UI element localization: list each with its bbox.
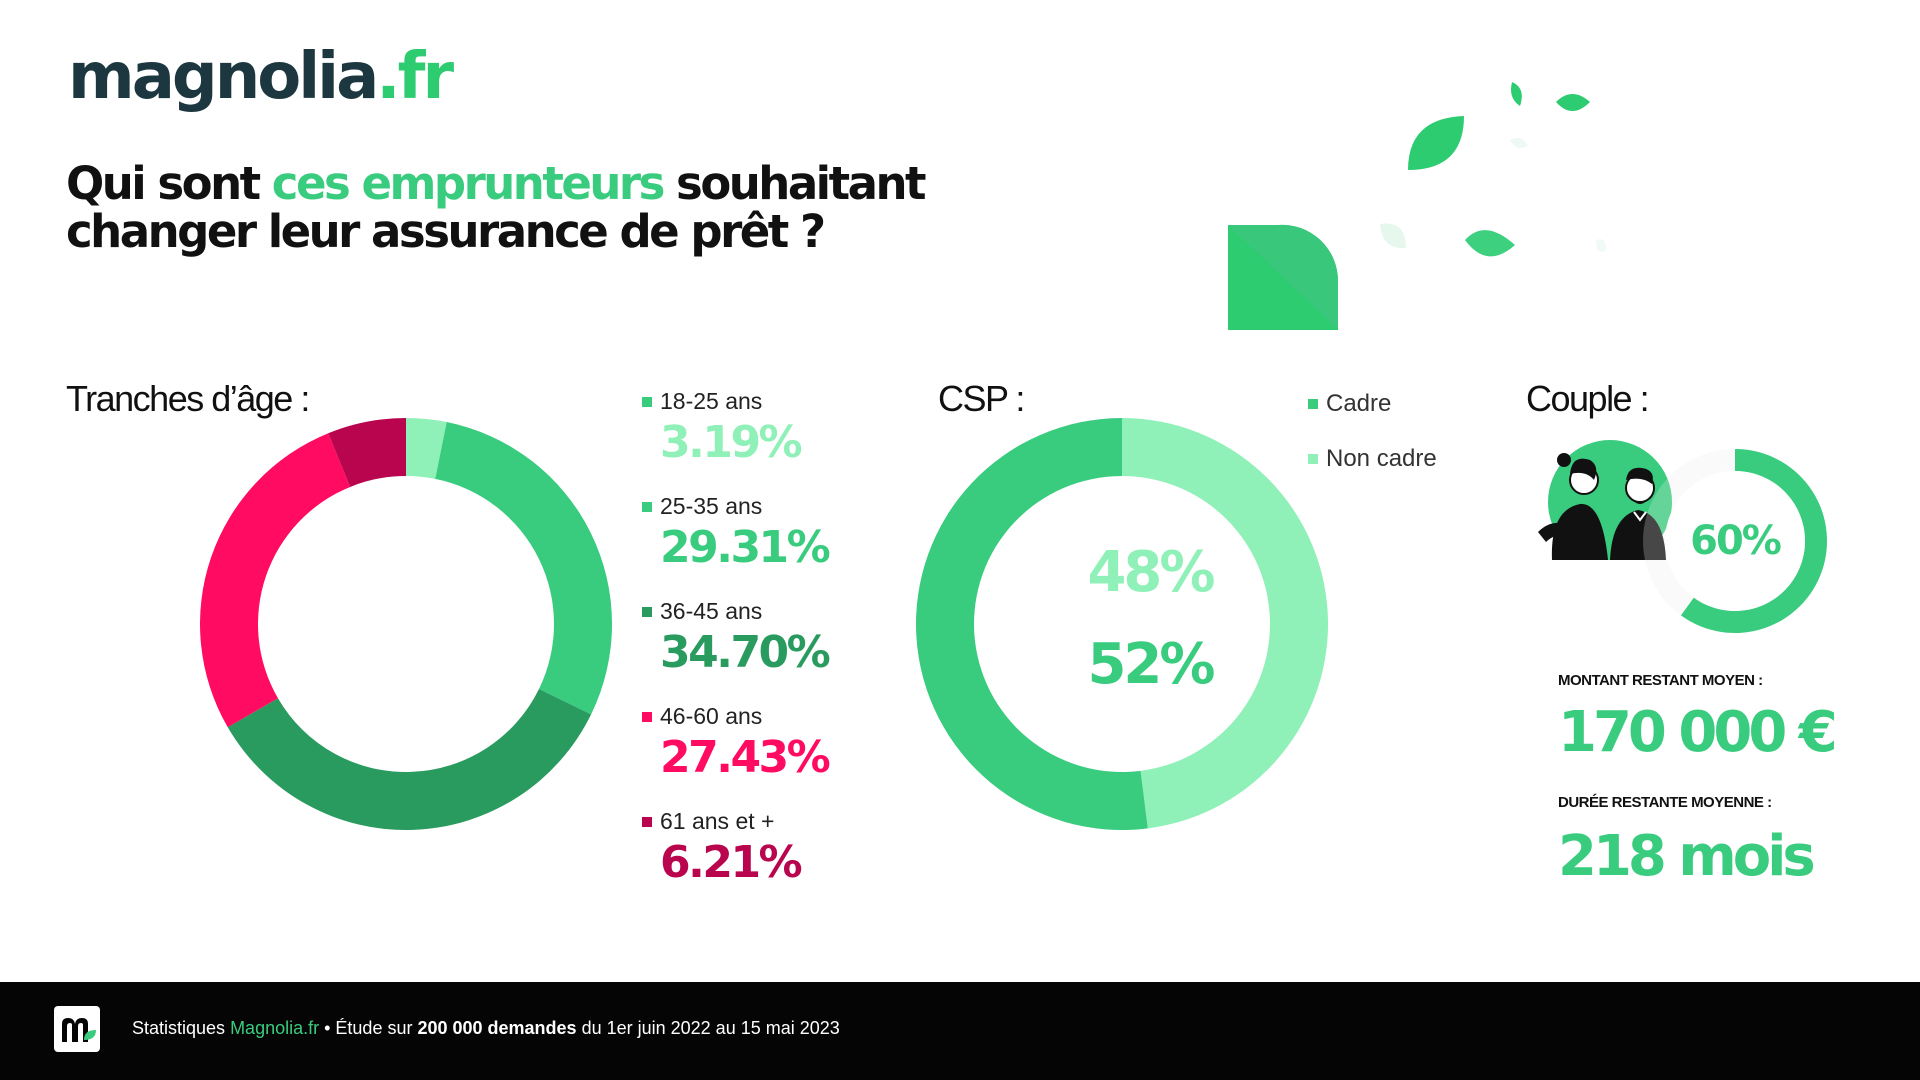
legend-swatch: [642, 816, 652, 827]
data-label: 3.19%: [660, 417, 803, 468]
legend-label: Cadre: [1326, 390, 1392, 417]
csp-center-labels: 48% 52%: [1050, 540, 1250, 724]
montant-value: 170 000 €: [1558, 700, 1838, 765]
couple-progress-ring: [1643, 449, 1828, 633]
data-label-non-cadre: 48%: [1087, 540, 1215, 605]
couple-section-title: Couple :: [1526, 378, 1650, 419]
legend-label: 36-45 ans: [660, 598, 763, 624]
couple-illustration: [1538, 440, 1672, 560]
data-label-cadre: 52%: [1087, 632, 1215, 697]
csp-section-title: CSP :: [938, 378, 1025, 419]
ring-center: [1665, 471, 1805, 611]
ring-progress-couple: [1680, 449, 1827, 633]
title-highlight: ces emprunteurs: [271, 157, 666, 210]
leaf-icon: [1465, 230, 1515, 257]
leaf-icon: [1380, 223, 1406, 249]
logo-tld: .fr: [376, 40, 454, 114]
donut-slice-36-45: [227, 688, 592, 830]
legend-item-46-60: 46-60 ans 27.43%: [642, 703, 922, 808]
data-label: 34.70%: [660, 627, 831, 678]
footer-brand: Magnolia.fr: [230, 1018, 320, 1038]
leaf-icon: [1556, 94, 1590, 111]
page-title: Qui sont ces emprunteurs souhaitant chan…: [66, 160, 966, 256]
footer-bold: 200 000 demandes: [417, 1018, 577, 1038]
legend-label: 46-60 ans: [660, 703, 763, 729]
legend-item-18-25: 18-25 ans 3.19%: [642, 388, 922, 493]
legend-item-36-45: 36-45 ans 34.70%: [642, 598, 922, 703]
legend-label: 25-35 ans: [660, 493, 763, 519]
legend-swatch: [642, 606, 652, 617]
donut-slice-46-60: [200, 433, 351, 728]
duree-label: DURÉE RESTANTE MOYENNE :: [1558, 794, 1772, 811]
data-label: 29.31%: [660, 522, 831, 573]
donut-slice-25-35: [435, 422, 612, 715]
couple-percentage: 60%: [1690, 518, 1782, 564]
leaf-icon: [1596, 239, 1606, 252]
legend-item-25-35: 25-35 ans 29.31%: [642, 493, 922, 598]
legend-item-non-cadre: Non cadre: [1308, 445, 1437, 473]
data-label: 27.43%: [660, 732, 831, 783]
donut-slice-61-plus: [328, 418, 406, 487]
magnolia-logo: magnolia.fr: [68, 40, 454, 114]
logo-name: magnolia: [68, 40, 379, 114]
title-part-1: Qui sont: [66, 157, 272, 210]
footer-mid: • Étude sur: [319, 1018, 418, 1038]
magnolia-m-icon: [54, 1006, 100, 1052]
title-part-2: souhaitant: [662, 157, 927, 210]
legend-label: 18-25 ans: [660, 388, 763, 414]
legend-swatch: [1308, 454, 1318, 464]
legend-label: 61 ans et +: [660, 808, 775, 834]
legend-label: Non cadre: [1326, 445, 1437, 472]
donut-slice-cadre: [916, 418, 1148, 830]
age-section-title: Tranches d’âge :: [66, 378, 310, 419]
legend-item-cadre: Cadre: [1308, 390, 1437, 418]
leaf-icon: [1510, 138, 1528, 148]
legend-item-61-plus: 61 ans et + 6.21%: [642, 808, 922, 913]
leaf-icon: [1228, 224, 1339, 330]
legend-swatch: [642, 711, 652, 722]
footer-text: Statistiques Magnolia.fr • Étude sur 200…: [132, 1018, 840, 1039]
leaf-icon: [1408, 116, 1464, 170]
footer: Statistiques Magnolia.fr • Étude sur 200…: [0, 982, 1920, 1080]
donut-slice-18-25: [406, 418, 447, 479]
donut-slice-non-cadre: [1122, 418, 1328, 829]
duree-value: 218 mois: [1558, 824, 1816, 889]
legend-swatch: [642, 396, 652, 407]
footer-prefix: Statistiques: [132, 1018, 231, 1038]
footer-suffix: du 1er juin 2022 au 15 mai 2023: [576, 1018, 840, 1038]
montant-label: MONTANT RESTANT MOYEN :: [1558, 672, 1763, 689]
age-legend: 18-25 ans 3.19% 25-35 ans 29.31% 36-45 a…: [642, 388, 922, 913]
csp-legend: Cadre Non cadre: [1308, 390, 1437, 500]
age-donut-chart: [200, 418, 612, 830]
legend-swatch: [1308, 399, 1318, 409]
csp-donut-chart: [916, 418, 1328, 830]
title-line-2: changer leur assurance de prêt ?: [66, 205, 826, 258]
data-label: 6.21%: [660, 837, 803, 888]
leaf-icon: [1511, 82, 1522, 106]
legend-swatch: [642, 501, 652, 512]
decorative-leaves: [1228, 82, 1606, 330]
